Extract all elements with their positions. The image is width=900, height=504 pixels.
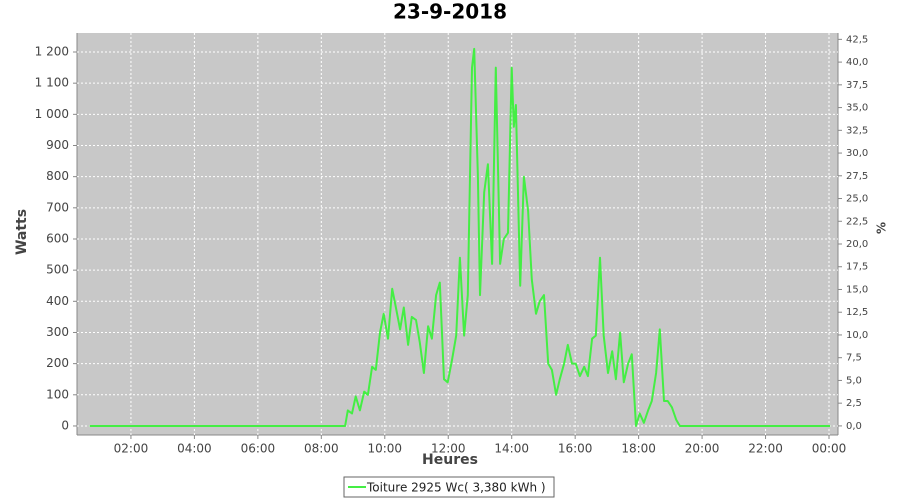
y2-tick-label: 17,5 (846, 262, 868, 273)
y-tick-label: 200 (46, 356, 69, 370)
y-tick-label: 1 200 (35, 45, 69, 59)
y2-tick-label: 2,5 (846, 398, 862, 409)
y2-tick-label: 5,0 (846, 375, 862, 386)
x-tick-label: 00:00 (812, 442, 847, 456)
x-tick-label: 04:00 (177, 442, 212, 456)
y-tick-label: 1 100 (35, 76, 69, 90)
y2-tick-label: 0,0 (846, 421, 862, 432)
y-tick-label: 300 (46, 325, 69, 339)
x-tick-label: 10:00 (367, 442, 402, 456)
x-tick-label: 22:00 (748, 442, 783, 456)
y2-tick-label: 35,0 (846, 103, 868, 114)
y2-tick-label: 15,0 (846, 284, 868, 295)
y2-tick-label: 42,5 (846, 34, 868, 45)
chart-title: 23-9-2018 (393, 0, 507, 24)
series-line (89, 47, 831, 427)
y-tick-label: 900 (46, 138, 69, 152)
y-tick-label: 700 (46, 200, 69, 214)
y2-tick-label: 37,5 (846, 80, 868, 91)
y2-tick-label: 27,5 (846, 171, 868, 182)
y2-axis-title: % (875, 222, 889, 234)
y-tick-label: 0 (61, 418, 69, 432)
y2-tick-label: 22,5 (846, 216, 868, 227)
legend (343, 476, 555, 498)
x-tick-label: 18:00 (621, 442, 656, 456)
x-tick-label: 14:00 (494, 442, 529, 456)
y-tick-label: 400 (46, 294, 69, 308)
x-tick-label: 06:00 (241, 442, 276, 456)
plot-area (77, 33, 838, 435)
y2-tick-label: 7,5 (846, 353, 862, 364)
y-tick-label: 500 (46, 263, 69, 277)
y2-tick-label: 25,0 (846, 194, 868, 205)
y-tick-label: 1 000 (35, 107, 69, 121)
legend-label: Toiture 2925 Wc( 3,380 kWh ) (366, 481, 546, 495)
y2-tick-label: 12,5 (846, 307, 868, 318)
x-tick-label: 08:00 (304, 442, 339, 456)
x-tick-label: 12:00 (431, 442, 466, 456)
y-tick-label: 800 (46, 169, 69, 183)
y-axis-title: Watts (14, 209, 30, 255)
y2-tick-label: 20,0 (846, 239, 868, 250)
x-tick-label: 16:00 (558, 442, 593, 456)
x-tick-label: 02:00 (114, 442, 149, 456)
x-tick-label: 20:00 (685, 442, 720, 456)
y2-tick-label: 32,5 (846, 125, 868, 136)
y-tick-label: 600 (46, 231, 69, 245)
y2-tick-label: 10,0 (846, 330, 868, 341)
x-axis-title: Heures (422, 452, 478, 468)
y-tick-label: 100 (46, 387, 69, 401)
y2-tick-label: 40,0 (846, 57, 868, 68)
y2-tick-label: 30,0 (846, 148, 868, 159)
